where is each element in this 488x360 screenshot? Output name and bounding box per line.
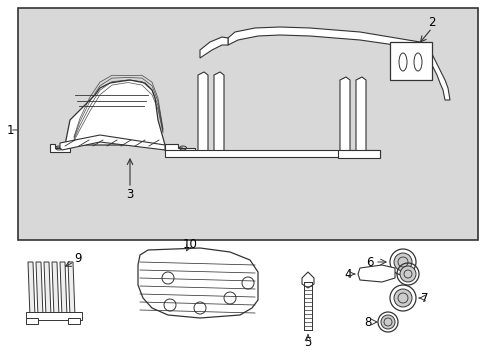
Text: 10: 10 [182, 238, 197, 252]
Bar [389, 42, 431, 80]
Circle shape [393, 289, 411, 307]
Text: 2: 2 [427, 15, 435, 28]
Polygon shape [337, 150, 379, 158]
Polygon shape [339, 77, 349, 157]
Polygon shape [198, 72, 207, 157]
Polygon shape [357, 265, 394, 282]
Polygon shape [302, 272, 313, 288]
Polygon shape [50, 144, 70, 152]
Text: 7: 7 [420, 292, 428, 305]
Text: 6: 6 [366, 256, 373, 269]
Polygon shape [44, 262, 51, 317]
Polygon shape [68, 262, 75, 317]
Bar [68, 318, 80, 324]
Circle shape [393, 253, 411, 271]
Polygon shape [227, 27, 449, 100]
Polygon shape [60, 262, 67, 317]
Polygon shape [200, 37, 227, 58]
Polygon shape [164, 144, 195, 152]
Polygon shape [164, 150, 379, 157]
Circle shape [399, 266, 415, 282]
Polygon shape [138, 248, 258, 318]
Polygon shape [52, 262, 59, 317]
Text: 1: 1 [6, 123, 14, 136]
Bar [18, 8, 477, 240]
Polygon shape [55, 80, 184, 152]
Polygon shape [355, 77, 365, 157]
Bar [26, 318, 38, 324]
Text: 4: 4 [344, 267, 351, 280]
Bar [26, 312, 82, 320]
Polygon shape [28, 262, 35, 317]
Polygon shape [214, 72, 224, 157]
Text: 9: 9 [74, 252, 81, 265]
Circle shape [380, 315, 394, 329]
Text: 3: 3 [126, 189, 133, 202]
Polygon shape [60, 135, 164, 150]
Polygon shape [36, 262, 43, 317]
Text: 5: 5 [304, 336, 311, 348]
Text: 8: 8 [364, 315, 371, 328]
